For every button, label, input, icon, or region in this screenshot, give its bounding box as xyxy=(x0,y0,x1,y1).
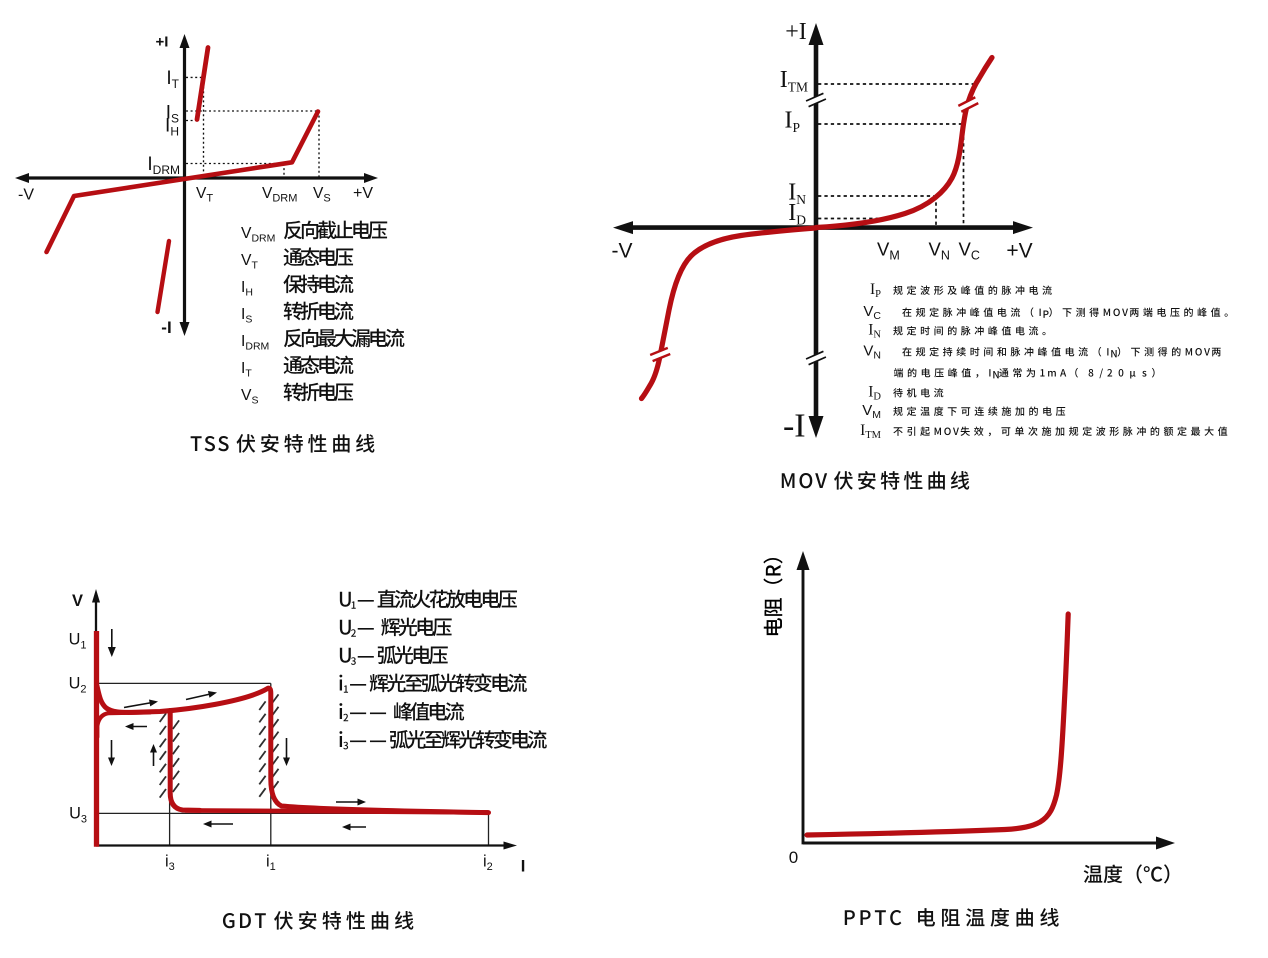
svg-text:I: I xyxy=(521,858,526,876)
svg-text:+I: +I xyxy=(156,34,169,51)
svg-text:0: 0 xyxy=(789,848,798,867)
svg-text:U3: U3 xyxy=(69,805,87,826)
svg-text:IT: IT xyxy=(166,68,179,91)
svg-text:IH: IH xyxy=(165,116,179,139)
svg-text:IP: IP xyxy=(784,107,800,135)
svg-text:U2: U2 xyxy=(69,675,87,696)
svg-text:IS: IS xyxy=(166,103,179,126)
svg-text:IH: IH xyxy=(241,279,253,299)
svg-text:i2: i2 xyxy=(483,853,493,874)
svg-text:i3: i3 xyxy=(165,853,175,874)
svg-text:-I: -I xyxy=(783,408,806,445)
svg-text:ITM: ITM xyxy=(780,67,808,95)
svg-text:V: V xyxy=(72,592,83,610)
svg-text:ID: ID xyxy=(788,200,806,228)
svg-text:-I: -I xyxy=(161,318,171,337)
svg-text:IDRM: IDRM xyxy=(147,154,180,177)
svg-text:-V: -V xyxy=(612,240,633,263)
svg-text:IP: IP xyxy=(870,281,881,300)
svg-text:-V: -V xyxy=(18,187,34,204)
svg-text:U1: U1 xyxy=(69,631,87,652)
svg-text:i1: i1 xyxy=(266,853,276,874)
svg-text:IN: IN xyxy=(788,180,806,208)
svg-text:+V: +V xyxy=(1006,240,1032,263)
svg-text:IT: IT xyxy=(241,360,252,380)
svg-text:IS: IS xyxy=(241,306,252,326)
svg-text:+V: +V xyxy=(353,185,373,202)
svg-text:+I: +I xyxy=(785,19,807,45)
